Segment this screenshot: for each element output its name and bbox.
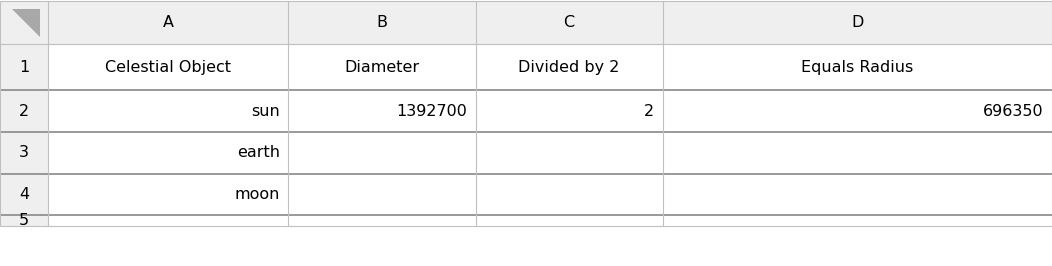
Polygon shape <box>13 9 40 37</box>
Bar <box>663 132 1052 174</box>
Text: Diameter: Diameter <box>344 60 420 75</box>
Text: D: D <box>851 15 864 30</box>
Bar <box>288 44 476 90</box>
Bar <box>476 90 663 132</box>
Bar <box>476 174 663 215</box>
Bar <box>288 132 476 174</box>
Text: Equals Radius: Equals Radius <box>802 60 913 75</box>
Bar <box>288 174 476 215</box>
Bar <box>48 44 288 90</box>
Bar <box>0 44 48 90</box>
Bar <box>48 215 288 226</box>
Bar <box>0 90 48 132</box>
Text: 3: 3 <box>19 145 29 160</box>
Bar <box>288 215 476 226</box>
Text: 2: 2 <box>19 103 29 119</box>
Bar <box>48 174 288 215</box>
Text: Celestial Object: Celestial Object <box>105 60 231 75</box>
Bar <box>0 132 48 174</box>
Bar <box>476 132 663 174</box>
Text: 696350: 696350 <box>983 103 1044 119</box>
Bar <box>0 1 1052 44</box>
Text: 4: 4 <box>19 187 29 202</box>
Bar <box>663 44 1052 90</box>
Bar <box>0 215 48 226</box>
Bar <box>476 44 663 90</box>
Text: sun: sun <box>251 103 280 119</box>
Text: 5: 5 <box>19 213 29 228</box>
Bar <box>663 174 1052 215</box>
Text: earth: earth <box>237 145 280 160</box>
Bar <box>663 215 1052 226</box>
Text: A: A <box>163 15 174 30</box>
Text: 1392700: 1392700 <box>397 103 467 119</box>
Text: C: C <box>564 15 574 30</box>
Bar <box>0 174 48 215</box>
Text: 1: 1 <box>19 60 29 75</box>
Bar <box>476 215 663 226</box>
Text: moon: moon <box>235 187 280 202</box>
Bar <box>48 90 288 132</box>
Bar <box>663 90 1052 132</box>
Text: Divided by 2: Divided by 2 <box>519 60 620 75</box>
Bar <box>288 90 476 132</box>
Text: 2: 2 <box>644 103 654 119</box>
Bar <box>48 132 288 174</box>
Text: B: B <box>377 15 387 30</box>
